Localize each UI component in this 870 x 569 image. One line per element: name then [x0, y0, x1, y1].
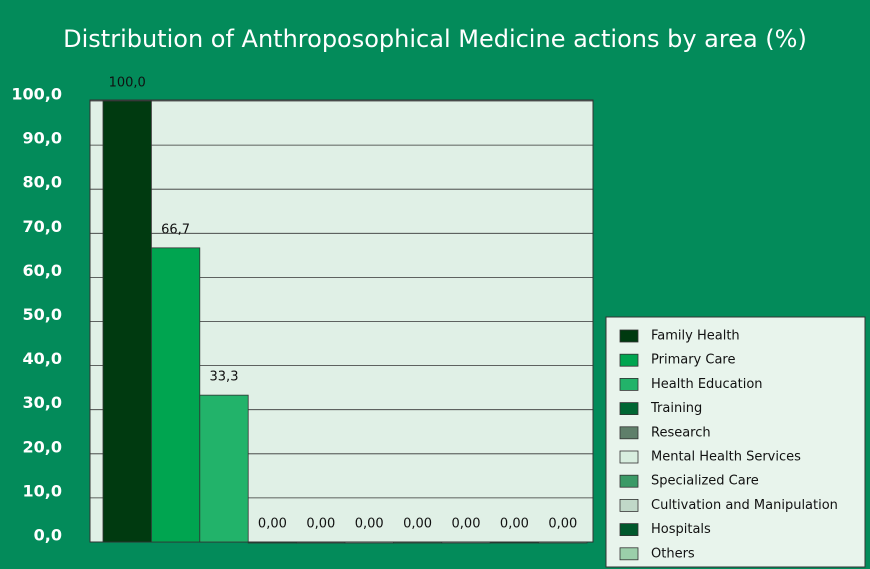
bar [150, 247, 201, 543]
legend-label: Health Education [651, 377, 763, 392]
bar [247, 541, 297, 544]
legend-swatch [619, 474, 639, 488]
bar [441, 541, 491, 544]
value-label: 0,00 [548, 517, 577, 532]
y-tick-label: 10,0 [23, 481, 62, 500]
value-label: 100,0 [109, 76, 146, 91]
y-tick-label: 40,0 [23, 349, 62, 368]
y-tick-label: 70,0 [23, 217, 62, 236]
bar [199, 394, 249, 543]
legend [605, 316, 866, 568]
y-tick-label: 50,0 [23, 305, 62, 324]
legend-label: Mental Health Services [651, 450, 801, 465]
legend-label: Cultivation and Manipulation [651, 498, 838, 513]
y-tick-label: 0,0 [34, 526, 62, 545]
bar [489, 541, 540, 544]
legend-label: Others [651, 546, 695, 561]
legend-label: Specialized Care [651, 474, 759, 489]
y-tick-label: 90,0 [23, 129, 62, 148]
legend-label: Primary Care [651, 353, 735, 368]
legend-label: Research [651, 425, 711, 440]
value-label: 0,00 [500, 517, 529, 532]
legend-swatch [619, 450, 639, 464]
bar [102, 100, 152, 543]
bar [392, 541, 443, 544]
legend-swatch [619, 498, 639, 512]
y-tick-label: 100,0 [11, 85, 62, 104]
legend-label: Hospitals [651, 522, 711, 537]
value-label: 0,00 [403, 517, 432, 532]
chart-title: Distribution of Anthroposophical Medicin… [63, 25, 807, 53]
legend-label: Family Health [651, 329, 740, 344]
legend-swatch [619, 402, 639, 416]
value-label: 66,7 [161, 222, 190, 237]
legend-swatch [619, 353, 639, 367]
legend-swatch [619, 377, 639, 391]
legend-swatch [619, 329, 639, 343]
value-label: 33,3 [210, 370, 239, 385]
bar [296, 541, 346, 544]
value-label: 0,00 [355, 517, 384, 532]
value-label: 0,00 [452, 517, 481, 532]
legend-swatch [619, 547, 639, 561]
y-tick-label: 30,0 [23, 393, 62, 412]
legend-swatch [619, 523, 639, 536]
legend-swatch [619, 426, 639, 440]
y-tick-label: 20,0 [23, 437, 62, 456]
y-tick-label: 80,0 [23, 173, 62, 192]
bar [344, 541, 394, 544]
y-tick-label: 60,0 [23, 261, 62, 280]
bar [538, 541, 588, 544]
legend-label: Training [650, 401, 702, 416]
value-label: 0,00 [306, 517, 335, 532]
value-label: 0,00 [258, 517, 287, 532]
